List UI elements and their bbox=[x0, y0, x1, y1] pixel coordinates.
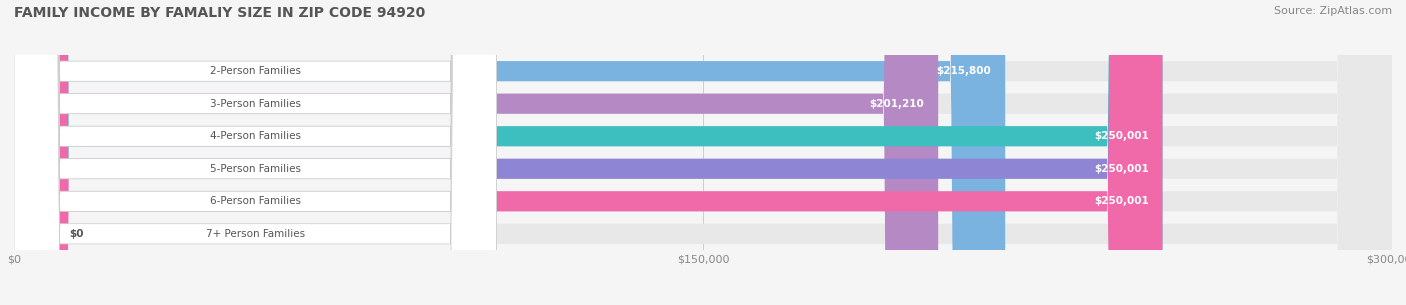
FancyBboxPatch shape bbox=[14, 0, 496, 305]
FancyBboxPatch shape bbox=[14, 0, 1163, 305]
Text: $250,001: $250,001 bbox=[1094, 131, 1149, 141]
FancyBboxPatch shape bbox=[14, 0, 938, 305]
Text: 5-Person Families: 5-Person Families bbox=[209, 164, 301, 174]
FancyBboxPatch shape bbox=[14, 0, 1392, 305]
FancyBboxPatch shape bbox=[14, 0, 496, 305]
FancyBboxPatch shape bbox=[14, 0, 496, 305]
Text: $215,800: $215,800 bbox=[936, 66, 991, 76]
FancyBboxPatch shape bbox=[14, 0, 1392, 305]
Text: 7+ Person Families: 7+ Person Families bbox=[205, 229, 305, 239]
Text: $250,001: $250,001 bbox=[1094, 196, 1149, 206]
FancyBboxPatch shape bbox=[14, 0, 1163, 305]
FancyBboxPatch shape bbox=[14, 0, 496, 305]
Text: 2-Person Families: 2-Person Families bbox=[209, 66, 301, 76]
FancyBboxPatch shape bbox=[14, 0, 1005, 305]
Text: FAMILY INCOME BY FAMALIY SIZE IN ZIP CODE 94920: FAMILY INCOME BY FAMALIY SIZE IN ZIP COD… bbox=[14, 6, 425, 20]
Text: Source: ZipAtlas.com: Source: ZipAtlas.com bbox=[1274, 6, 1392, 16]
FancyBboxPatch shape bbox=[14, 0, 1392, 305]
FancyBboxPatch shape bbox=[14, 0, 1392, 305]
FancyBboxPatch shape bbox=[14, 0, 1392, 305]
FancyBboxPatch shape bbox=[14, 0, 1163, 305]
Text: 3-Person Families: 3-Person Families bbox=[209, 99, 301, 109]
Text: $201,210: $201,210 bbox=[870, 99, 924, 109]
Text: $250,001: $250,001 bbox=[1094, 164, 1149, 174]
FancyBboxPatch shape bbox=[14, 0, 496, 305]
Text: 6-Person Families: 6-Person Families bbox=[209, 196, 301, 206]
Text: $0: $0 bbox=[69, 229, 84, 239]
Text: 4-Person Families: 4-Person Families bbox=[209, 131, 301, 141]
FancyBboxPatch shape bbox=[14, 0, 1392, 305]
FancyBboxPatch shape bbox=[14, 0, 496, 305]
